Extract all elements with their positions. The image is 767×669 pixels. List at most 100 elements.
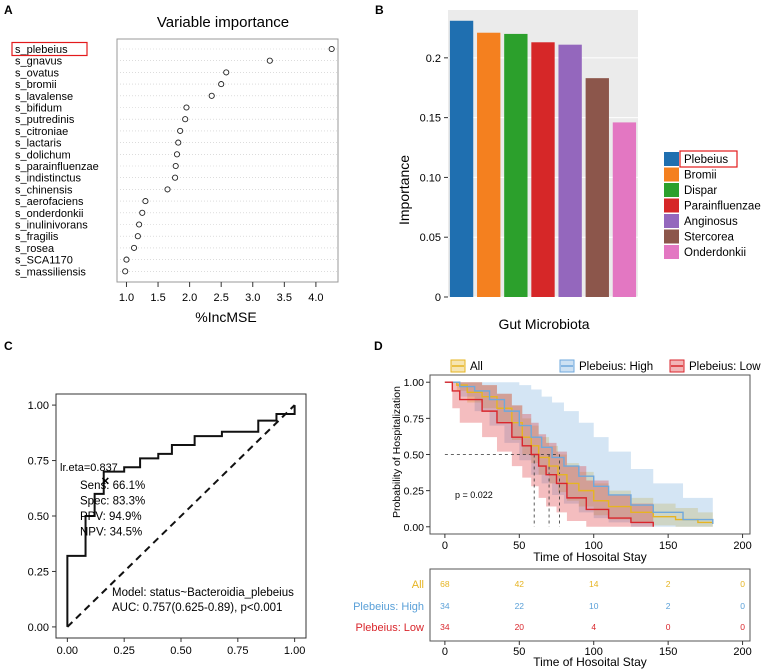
risk-table-row-label: All <box>412 579 424 591</box>
panel-a-variable-label: s_bromii <box>15 79 57 91</box>
panel-c-x-tick-label: 0.75 <box>227 645 248 657</box>
risk-table-x-tick-label: 150 <box>659 646 677 658</box>
panel-b-y-tick-label: 0.10 <box>420 172 441 184</box>
panel-a-x-tick-label: 3.0 <box>245 292 260 304</box>
panel-d-survival-curve <box>444 381 714 524</box>
panel-b-legend-label: Parainfluenzae <box>684 201 761 213</box>
panel-d-x-tick-label: 100 <box>585 540 603 552</box>
panel-a-variable-label: s_putredinis <box>15 114 75 126</box>
panel-c-model-text: Model: status~Bacteroidia_plebeius <box>112 587 294 599</box>
panel-a-point <box>173 151 181 158</box>
panel-b-bar <box>449 20 474 297</box>
panel-b-y-tick-label: 0.2 <box>426 53 441 65</box>
panel-c-metric: NPV: 34.5% <box>80 527 142 539</box>
panel-a-variable-label: s_chinensis <box>15 184 73 196</box>
panel-a-point <box>123 256 130 263</box>
panel-a-variable-label: s_plebeius <box>15 44 68 56</box>
risk-table-cell: 14 <box>589 579 599 589</box>
panel-a-point <box>172 174 179 181</box>
panel-b-xlabel: Gut Microbiota <box>498 316 589 332</box>
panel-a-variable-label: s_citroniae <box>15 126 68 138</box>
risk-table-cell: 0 <box>740 579 745 589</box>
panel-a-highlight-box <box>11 41 88 57</box>
panel-b-legend-swatch <box>664 198 679 213</box>
panel-d-survival-curve <box>444 381 714 524</box>
panel-c-y-tick-label: 0.50 <box>28 511 49 523</box>
risk-table-cell: 0 <box>740 601 745 611</box>
risk-table-cell: 10 <box>589 601 599 611</box>
panel-a-point <box>183 104 190 111</box>
panel-b-bar <box>531 42 555 297</box>
panel-b-legend-swatch <box>664 214 679 228</box>
panel-b-legend-swatch <box>664 229 679 244</box>
panel-d-survival-curve <box>444 381 654 527</box>
panel-c-roc: 0.00 0.25 0.50 0.75 1.00 0.00 0.25 0.50 0.75 1.00… <box>28 393 307 657</box>
risk-table-xlabel: Time of Hosoital Stay <box>533 655 647 669</box>
risk-table-cell: 20 <box>515 622 525 632</box>
panel-a-variable-label: s_lavalense <box>15 91 73 103</box>
panel-label-c: C <box>4 339 13 353</box>
panel-c-metric: Spec: 83.3% <box>80 496 145 508</box>
risk-table-cell: 0 <box>740 622 745 632</box>
panel-a-x-tick-label: 4.0 <box>308 292 323 304</box>
panel-a-point <box>136 221 143 228</box>
panel-d-x-tick-label: 50 <box>513 540 525 552</box>
panel-c-x-tick-label: 0.25 <box>113 645 134 657</box>
panel-c-reference-line <box>66 404 296 628</box>
panel-b-legend-label: Dispar <box>684 185 717 197</box>
panel-c-y-tick-label: 0.00 <box>28 622 49 634</box>
panel-c-metric: Sens: 66.1% <box>80 480 145 492</box>
risk-table-row-label: Plebeius: Low <box>356 622 425 634</box>
panel-label-a: A <box>4 3 13 17</box>
panel-a-point <box>175 139 182 146</box>
risk-table-cell: 68 <box>440 579 450 589</box>
panel-c-cut-label: lr.eta=0.837 <box>60 462 118 474</box>
panel-b-bar-chart: 0 0.05 0.10 0.15 0.2 Importance Gut Microbio… <box>396 10 761 332</box>
panel-a-point <box>122 268 129 275</box>
panel-b-legend-swatch <box>664 183 679 197</box>
panel-d-y-tick-label: 0.75 <box>404 413 425 425</box>
panel-d-y-tick-label: 0.25 <box>404 486 425 498</box>
panel-b-legend-swatch <box>664 152 679 166</box>
panel-b-legend-label: Plebeius <box>684 154 728 166</box>
panel-a-variable-label: s_parainfluenzae <box>15 161 99 173</box>
panel-label-b: B <box>375 3 384 17</box>
panel-b-legend-swatch <box>664 245 679 259</box>
panel-d-y-tick-label: 0.00 <box>404 522 425 534</box>
risk-table-cell: 2 <box>666 601 671 611</box>
panel-a-point <box>177 127 184 134</box>
panel-c-y-tick-label: 0.75 <box>28 456 49 468</box>
panel-d-ylabel: Probability of Hospitalization <box>391 386 403 518</box>
panel-c-y-tick-label: 0.25 <box>28 566 49 578</box>
panel-a-point <box>172 162 179 170</box>
risk-table-cell: 2 <box>666 579 671 589</box>
panel-c-auc-text: AUC: 0.757(0.625-0.89), p<0.001 <box>112 602 282 614</box>
risk-table-x-tick-label: 50 <box>513 646 525 658</box>
panel-a-variable-label: s_onderdonkii <box>15 208 84 220</box>
panel-a-point <box>328 45 335 53</box>
panel-d-legend-label: All <box>470 361 483 373</box>
panel-d-y-tick-label: 0.50 <box>404 450 425 462</box>
panel-a-x-tick-label: 1.0 <box>119 292 134 304</box>
panel-a-title: Variable importance <box>157 14 289 31</box>
panel-b-legend-label: Onderdonkii <box>684 247 746 259</box>
panel-a-variable-label: s_indistinctus <box>15 173 82 185</box>
panel-b-y-tick-label: 0.15 <box>420 113 441 125</box>
panel-a-variable-label: s_gnavus <box>15 56 63 68</box>
panel-a-variable-label: s_bifidum <box>15 103 62 115</box>
panel-a-point <box>223 69 230 76</box>
panel-b-legend-label: Bromii <box>684 170 717 182</box>
panel-d-x-tick-label: 150 <box>659 540 677 552</box>
panel-c-y-tick-label: 1.00 <box>28 400 49 412</box>
panel-b-y-tick-label: 0.05 <box>420 232 441 244</box>
panel-b-bar <box>504 33 528 298</box>
panel-b-bar <box>477 32 501 298</box>
panel-a-xlabel: %IncMSE <box>195 309 256 325</box>
panel-d-x-tick-label: 0 <box>442 540 448 552</box>
panel-a-x-tick-label: 2.5 <box>214 292 229 304</box>
panel-a-point <box>139 209 146 216</box>
panel-c-metric: PPV: 94.9% <box>80 511 142 523</box>
risk-table-cell: 34 <box>440 601 450 611</box>
risk-table-cell: 22 <box>515 601 525 611</box>
